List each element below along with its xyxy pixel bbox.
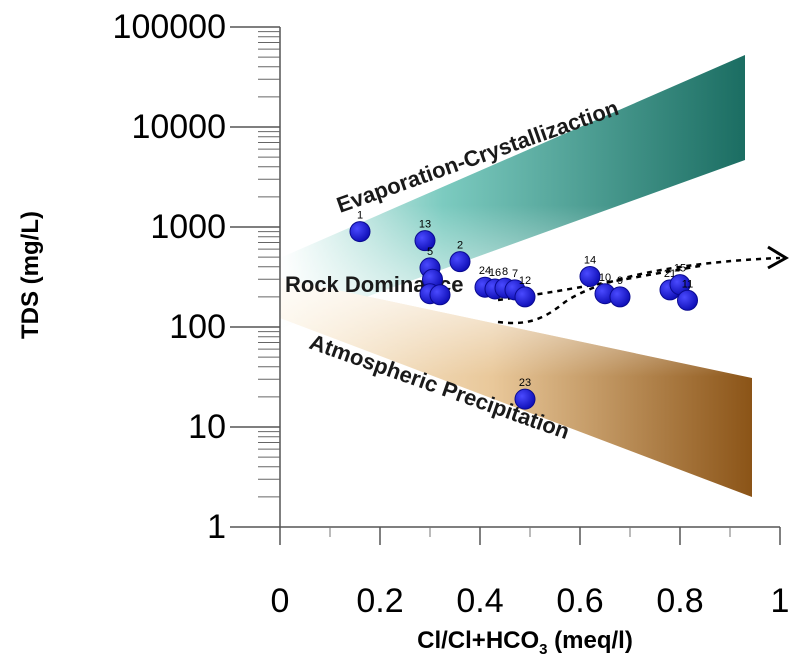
data-point xyxy=(514,286,536,308)
data-point-label: 10 xyxy=(599,272,611,284)
x-axis-title: Cl/Cl+HCO3 (meq/l) xyxy=(417,627,633,658)
data-point-label: 12 xyxy=(519,275,531,287)
data-point-label: 16 xyxy=(489,267,501,279)
data-point xyxy=(449,251,471,273)
data-point xyxy=(429,284,451,306)
data-point-label: 8 xyxy=(502,266,508,278)
x-tick-label: 0.4 xyxy=(456,582,503,620)
data-point xyxy=(579,265,601,287)
y-tick-label: 10 xyxy=(188,408,226,446)
data-point xyxy=(349,221,371,243)
atmospheric-band-fade xyxy=(280,278,752,497)
x-tick-label: 1 xyxy=(771,582,790,620)
data-point xyxy=(677,289,698,311)
data-point-label: 24 xyxy=(479,265,491,277)
x-tick-label: 0 xyxy=(271,582,290,620)
data-point-label: 23 xyxy=(519,377,531,389)
y-tick-label: 10000 xyxy=(131,108,226,146)
data-point-label: 1 xyxy=(357,210,363,222)
y-tick-label: 1000 xyxy=(150,208,226,246)
data-point xyxy=(514,388,536,410)
y-axis: 1 10 100 1000 10000 100000 xyxy=(113,8,281,546)
x-tick-label: 0.8 xyxy=(656,582,703,620)
regions xyxy=(280,55,752,497)
data-point-label: 9 xyxy=(617,275,623,287)
x-axis: 0 0.2 0.4 0.6 0.8 1 xyxy=(271,526,790,620)
data-point-label: 11 xyxy=(682,278,693,290)
y-tick-label: 1 xyxy=(207,508,226,546)
y-axis-title: TDS (mg/L) xyxy=(17,211,44,339)
y-tick-label: 100000 xyxy=(113,8,226,46)
data-point-label: 15 xyxy=(674,263,686,275)
data-point-label: 7 xyxy=(512,268,518,280)
x-tick-label: 0.2 xyxy=(356,582,403,620)
data-point xyxy=(609,286,631,308)
evaporation-band-fade xyxy=(280,55,745,328)
x-tick-label: 0.6 xyxy=(556,582,603,620)
data-point-label: 13 xyxy=(419,219,431,231)
data-point xyxy=(414,230,436,252)
data-point-label: 2 xyxy=(457,240,463,252)
trend-arrow xyxy=(497,245,789,325)
y-tick-label: 100 xyxy=(169,308,226,346)
data-point-label: 5 xyxy=(427,246,433,258)
data-point-label: 14 xyxy=(584,254,596,266)
arrow-head-icon xyxy=(767,245,789,270)
